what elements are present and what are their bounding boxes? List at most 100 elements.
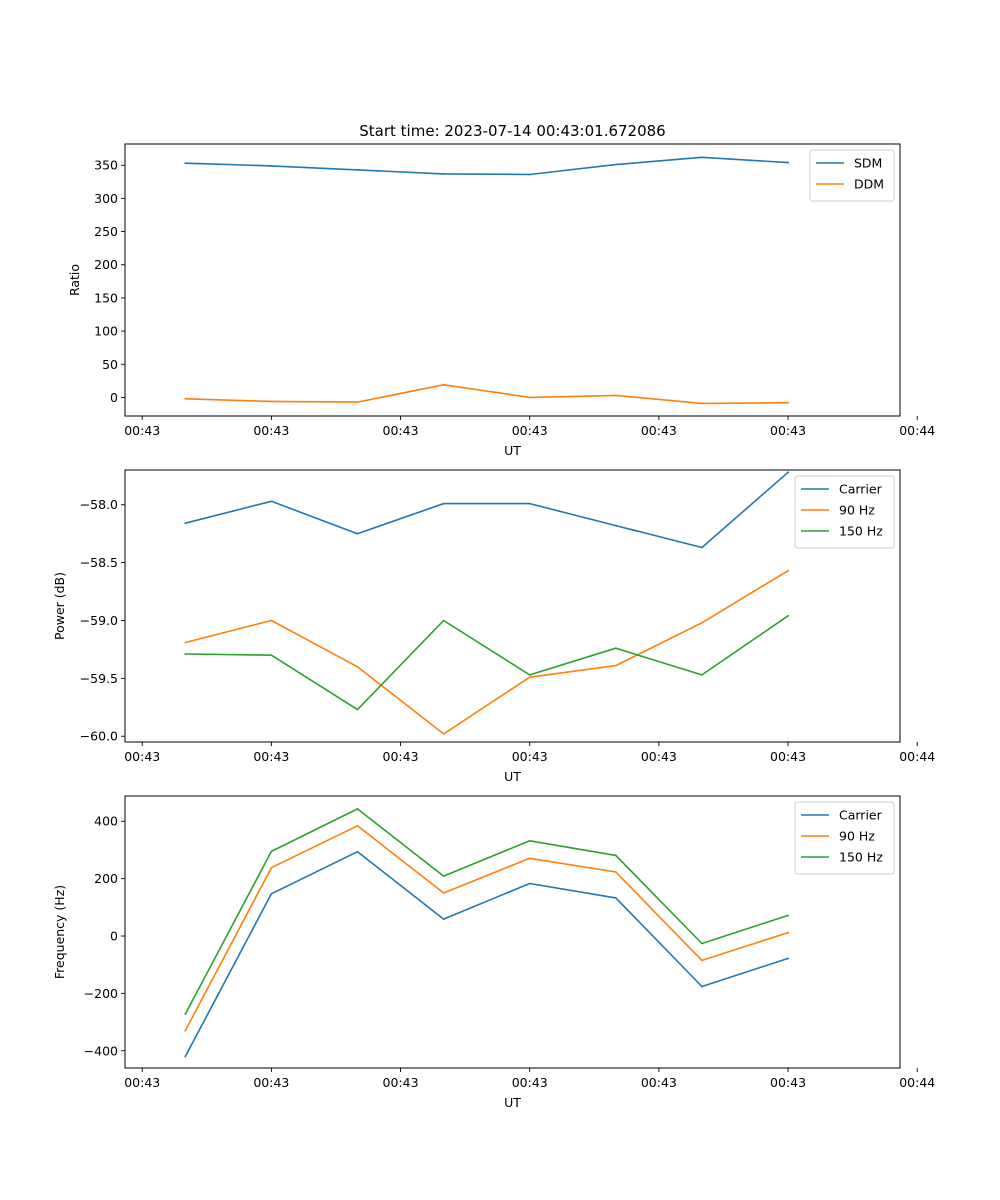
data-point <box>787 569 789 572</box>
series-line-ddm <box>184 383 789 405</box>
legend-label: 90 Hz <box>839 503 875 518</box>
y-tick-label: −60.0 <box>80 729 118 744</box>
legend-label: DDM <box>854 177 884 192</box>
legend-box <box>794 801 895 875</box>
x-tick-label: 00:43 <box>383 749 419 764</box>
data-point <box>528 396 531 399</box>
data-point <box>356 808 359 810</box>
data-point <box>787 957 789 960</box>
series-line-carrier <box>184 471 789 549</box>
legend: Carrier 90 Hz 150 Hz <box>794 801 895 875</box>
legend-label: Carrier <box>839 808 883 823</box>
legend: Carrier 90 Hz 150 Hz <box>794 475 895 549</box>
series-line-90-hz <box>184 569 789 735</box>
y-tick-label: −59.0 <box>80 613 118 628</box>
data-point <box>356 708 359 711</box>
x-tick-label: 00:43 <box>253 749 289 764</box>
y-tick-label: 200 <box>94 257 118 272</box>
data-point <box>270 654 273 657</box>
x-tick-label: 00:44 <box>899 1075 935 1090</box>
legend-label: 150 Hz <box>839 524 883 539</box>
x-tick-label: 00:43 <box>641 749 677 764</box>
data-point <box>184 1055 187 1058</box>
x-tick-label: 00:43 <box>383 1075 419 1090</box>
y-tick-label: 400 <box>94 814 118 829</box>
data-point <box>270 400 273 403</box>
x-tick-label: 00:43 <box>770 423 806 438</box>
data-point <box>701 959 703 962</box>
data-point <box>442 918 445 920</box>
data-point <box>528 673 531 676</box>
data-point <box>787 471 789 474</box>
data-point <box>787 914 789 917</box>
y-tick-label: 300 <box>94 191 118 206</box>
chart-panel-1: Start time: 2023-07-14 00:43:01.672086 0 5… <box>67 122 935 458</box>
data-point <box>270 866 273 869</box>
data-point <box>701 546 703 549</box>
data-point <box>614 163 617 166</box>
data-point <box>270 892 273 895</box>
data-point <box>184 522 187 525</box>
data-point <box>184 397 187 400</box>
y-tick-label: 0 <box>110 929 118 944</box>
x-axis-label: UT <box>504 443 521 458</box>
x-tick-label: 00:43 <box>641 423 677 438</box>
plot-frame <box>124 143 901 417</box>
y-tick-label: 100 <box>94 324 118 339</box>
chart-panel-3: −400 −200 0 200 400 00:43 00:43 00:43 00:43 00:43… <box>52 795 935 1110</box>
x-tick-label: 00:43 <box>124 423 160 438</box>
data-point <box>270 500 273 503</box>
x-tick-label: 00:43 <box>253 1075 289 1090</box>
data-point <box>528 839 531 842</box>
x-tick-label: 00:43 <box>124 749 160 764</box>
data-point <box>528 857 531 860</box>
y-tick-label: 200 <box>94 871 118 886</box>
x-tick-label: 00:43 <box>512 1075 548 1090</box>
series-line-90-hz <box>184 824 789 1032</box>
data-point <box>701 942 703 945</box>
data-point <box>614 871 617 873</box>
legend-label: 150 Hz <box>839 850 883 865</box>
y-tick-label: −58.5 <box>80 555 118 570</box>
data-point <box>442 732 445 735</box>
y-tick-label: 50 <box>102 357 118 372</box>
data-point <box>356 850 359 853</box>
series-line-150-hz <box>184 614 789 711</box>
plot-frame <box>124 469 901 743</box>
legend-label: Carrier <box>839 482 883 497</box>
y-tick-label: −400 <box>84 1043 118 1058</box>
data-point <box>270 850 273 853</box>
x-tick-label: 00:43 <box>383 423 419 438</box>
data-point <box>528 502 531 505</box>
series-line-150-hz <box>184 808 789 1015</box>
legend-label: 90 Hz <box>839 829 875 844</box>
data-point <box>356 401 359 403</box>
data-point <box>184 653 187 655</box>
data-point <box>442 502 445 505</box>
legend-label: SDM <box>854 156 882 171</box>
legend-box <box>794 475 895 549</box>
data-point <box>787 401 789 404</box>
data-point <box>270 619 273 622</box>
data-point <box>787 931 789 934</box>
y-axis-label: Frequency (Hz) <box>52 885 67 979</box>
y-tick-label: −58.0 <box>80 497 118 512</box>
data-point <box>184 1013 187 1015</box>
data-point <box>528 882 531 885</box>
panels: Start time: 2023-07-14 00:43:01.672086 0 5… <box>52 122 935 1110</box>
x-tick-label: 00:43 <box>512 423 548 438</box>
data-point <box>701 985 703 988</box>
data-point <box>614 394 617 397</box>
data-point <box>356 532 359 535</box>
data-point <box>184 162 187 165</box>
data-point <box>442 172 445 175</box>
data-point <box>442 875 445 877</box>
y-tick-label: 150 <box>94 290 118 305</box>
data-point <box>528 173 531 176</box>
data-point <box>184 641 187 644</box>
data-point <box>442 383 445 386</box>
plot-frame <box>124 795 901 1069</box>
chart-panel-2: −60.0 −59.5 −59.0 −58.5 −58.0 00:43 00:43 00:43… <box>52 469 935 784</box>
x-tick-label: 00:43 <box>512 749 548 764</box>
